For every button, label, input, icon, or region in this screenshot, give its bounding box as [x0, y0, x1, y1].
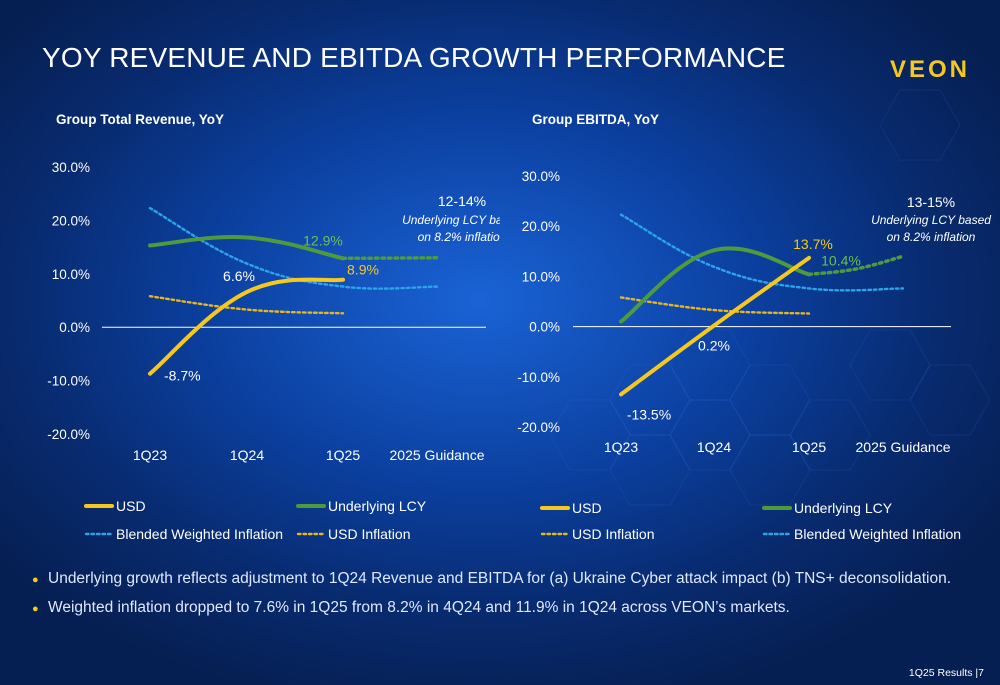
x-tick-label: 1Q23 — [133, 447, 167, 463]
legend-label: USD Inflation — [328, 526, 410, 542]
bullet-list: ● Underlying growth reflects adjustment … — [32, 570, 982, 628]
series-line-underlying-lcy — [148, 235, 345, 261]
bullet-item: ● Weighted inflation dropped to 7.6% in … — [32, 599, 982, 617]
ebitda-chart-title: Group EBITDA, YoY — [532, 112, 660, 127]
y-tick-label: 10.0% — [522, 269, 560, 284]
page-title: YOY REVENUE AND EBITDA GROWTH PERFORMANC… — [42, 42, 786, 73]
data-label: 10.4% — [821, 252, 861, 268]
y-tick-label: 30.0% — [52, 160, 90, 175]
legend-label: Blended Weighted Inflation — [794, 526, 961, 542]
data-label: -8.7% — [164, 368, 201, 384]
y-tick-label: 30.0% — [522, 169, 560, 184]
y-tick-label: -20.0% — [47, 427, 90, 442]
bullet-dot-icon: ● — [32, 603, 39, 615]
data-label: 0.2% — [698, 338, 730, 354]
x-tick-label: 1Q25 — [792, 439, 826, 455]
ebitda-chart: 30.0% 20.0% 10.0% 0.0% -10.0% -20.0% 1Q23 1Q24 1… — [517, 169, 991, 542]
data-label: 8.9% — [347, 262, 379, 278]
page-footer: 1Q25 Results |7 — [908, 667, 984, 679]
guidance-range-label: 13-15% — [907, 194, 955, 210]
y-tick-label: -20.0% — [517, 420, 560, 435]
legend-label: Underlying LCY — [794, 500, 893, 516]
guidance-note-line: on 8.2% inflation — [887, 230, 976, 244]
legend-label: USD Inflation — [572, 526, 654, 542]
legend-label: Blended Weighted Inflation — [116, 526, 283, 542]
series-line-blended-weighted-inflation — [148, 206, 439, 290]
legend-label: USD — [572, 500, 602, 516]
x-tick-label: 1Q24 — [230, 447, 264, 463]
data-label: -13.5% — [627, 406, 671, 422]
guidance-range-label: 12-14% — [438, 193, 486, 209]
series-line-underlying-lcy — [619, 246, 811, 324]
bullet-item: ● Underlying growth reflects adjustment … — [32, 570, 982, 588]
data-label: 6.6% — [223, 268, 255, 284]
guidance-note-line: on 8.2% inflation — [418, 230, 500, 244]
data-label: 13.7% — [793, 236, 833, 252]
x-tick-label: 2025 Guidance — [856, 439, 951, 455]
x-tick-label: 2025 Guidance — [390, 447, 485, 463]
y-tick-label: 10.0% — [52, 267, 90, 282]
lcy-guidance-projection-line — [807, 254, 905, 277]
guidance-note-line: Underlying LCY based — [402, 213, 500, 227]
x-tick-label: 1Q25 — [326, 447, 360, 463]
veon-logo: VEON — [889, 56, 970, 83]
legend-label: Underlying LCY — [328, 498, 427, 514]
x-tick-label: 1Q24 — [697, 439, 731, 455]
data-label: 12.9% — [303, 232, 343, 248]
bullet-text: Underlying growth reflects adjustment to… — [48, 570, 952, 587]
revenue-chart-title: Group Total Revenue, YoY — [56, 112, 225, 127]
series-line-usd-inflation — [619, 296, 811, 315]
x-tick-label: 1Q23 — [604, 439, 638, 455]
guidance-note-line: Underlying LCY based — [871, 213, 991, 227]
lcy-guidance-projection-line — [341, 256, 439, 261]
series-line-usd — [619, 255, 811, 397]
y-tick-label: -10.0% — [47, 374, 90, 389]
bullet-dot-icon: ● — [32, 574, 39, 586]
y-tick-label: -10.0% — [517, 370, 560, 385]
bullet-text: Weighted inflation dropped to 7.6% in 1Q… — [48, 599, 790, 616]
y-tick-label: 0.0% — [59, 320, 90, 335]
y-tick-label: 20.0% — [52, 213, 90, 228]
series-line-usd-inflation — [148, 295, 345, 315]
series-line-usd — [148, 277, 345, 376]
legend-label: USD — [116, 498, 146, 514]
y-tick-label: 0.0% — [529, 320, 560, 335]
y-tick-label: 20.0% — [522, 219, 560, 234]
revenue-chart: 30.0% 20.0% 10.0% 0.0% -10.0% -20.0% 1Q23 1Q24 1… — [47, 160, 500, 542]
series-line-blended-weighted-inflation — [619, 213, 905, 292]
